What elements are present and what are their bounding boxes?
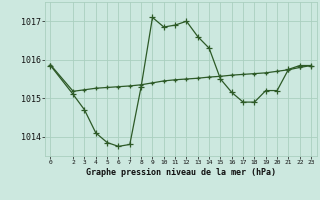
X-axis label: Graphe pression niveau de la mer (hPa): Graphe pression niveau de la mer (hPa) [86, 168, 276, 177]
